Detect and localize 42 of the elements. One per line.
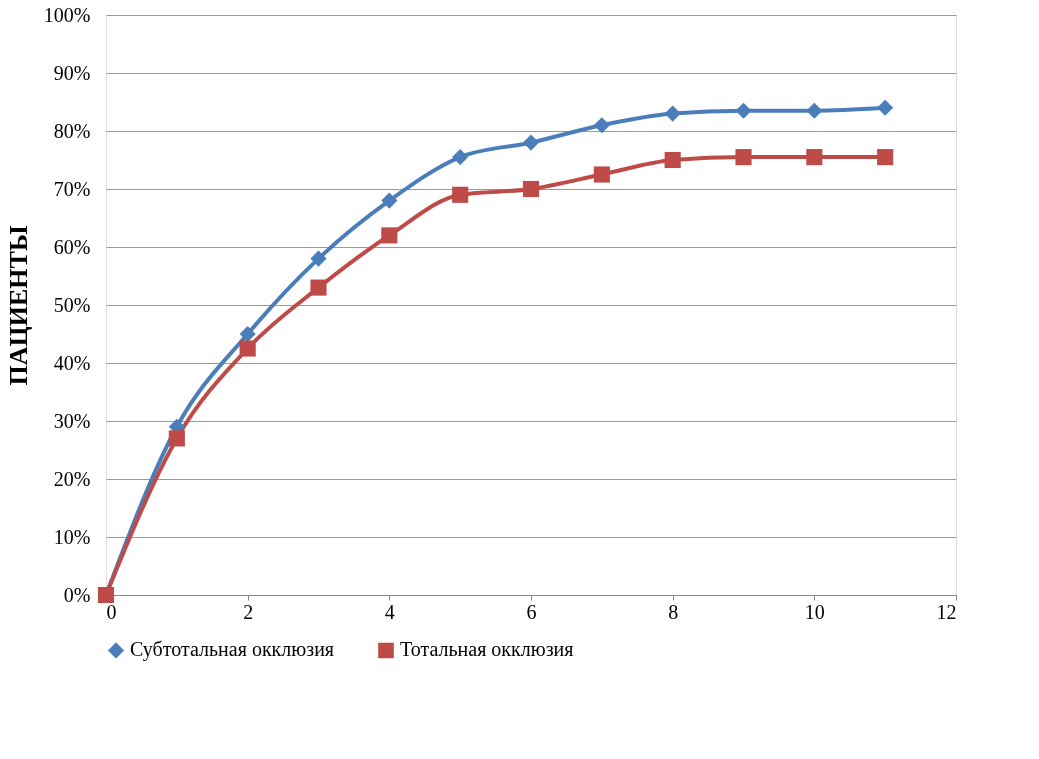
legend-label: Тотальная окклюзия [400, 638, 574, 661]
y-tick-label: 60% [53, 235, 91, 258]
point [381, 227, 398, 244]
point [310, 279, 327, 296]
point [877, 99, 894, 116]
point [522, 134, 540, 151]
x-tick-label: 8 [668, 600, 679, 623]
point [452, 149, 469, 166]
x-tick-label: 10 [804, 600, 825, 623]
y-tick-label: 20% [53, 467, 91, 490]
y-tick-label: 90% [53, 61, 91, 84]
legend-label: Субтотальная окклюзия [130, 638, 335, 662]
point [806, 149, 823, 166]
x-tick-label: 4 [384, 600, 395, 623]
point [593, 117, 610, 134]
x-tick-label: 2 [243, 600, 254, 623]
point [522, 180, 540, 198]
y-tick-label: 100% [43, 3, 91, 26]
point [310, 250, 327, 267]
y-tick-label: 50% [53, 293, 91, 316]
y-tick-label: 40% [53, 351, 91, 374]
y-tick-label: 0% [63, 583, 91, 606]
y-tick-label: 10% [53, 525, 91, 548]
point [452, 186, 469, 203]
y-tick-label: 80% [53, 119, 91, 142]
point [381, 192, 398, 209]
point [735, 102, 752, 119]
point [877, 149, 894, 166]
point [664, 151, 681, 169]
x-tick-label: 6 [526, 600, 537, 623]
y-axis-title: ПАЦИЕНТЫ [3, 225, 33, 386]
y-tick-label: 70% [53, 177, 91, 200]
point [593, 166, 610, 183]
point [735, 149, 752, 166]
y-tick-label: 30% [53, 409, 91, 432]
point [168, 430, 185, 447]
point [239, 325, 256, 343]
point [806, 102, 823, 119]
point [664, 105, 681, 122]
x-tick-label: 0 [106, 600, 117, 623]
x-tick-label: 12 [936, 600, 957, 623]
point [239, 340, 256, 357]
